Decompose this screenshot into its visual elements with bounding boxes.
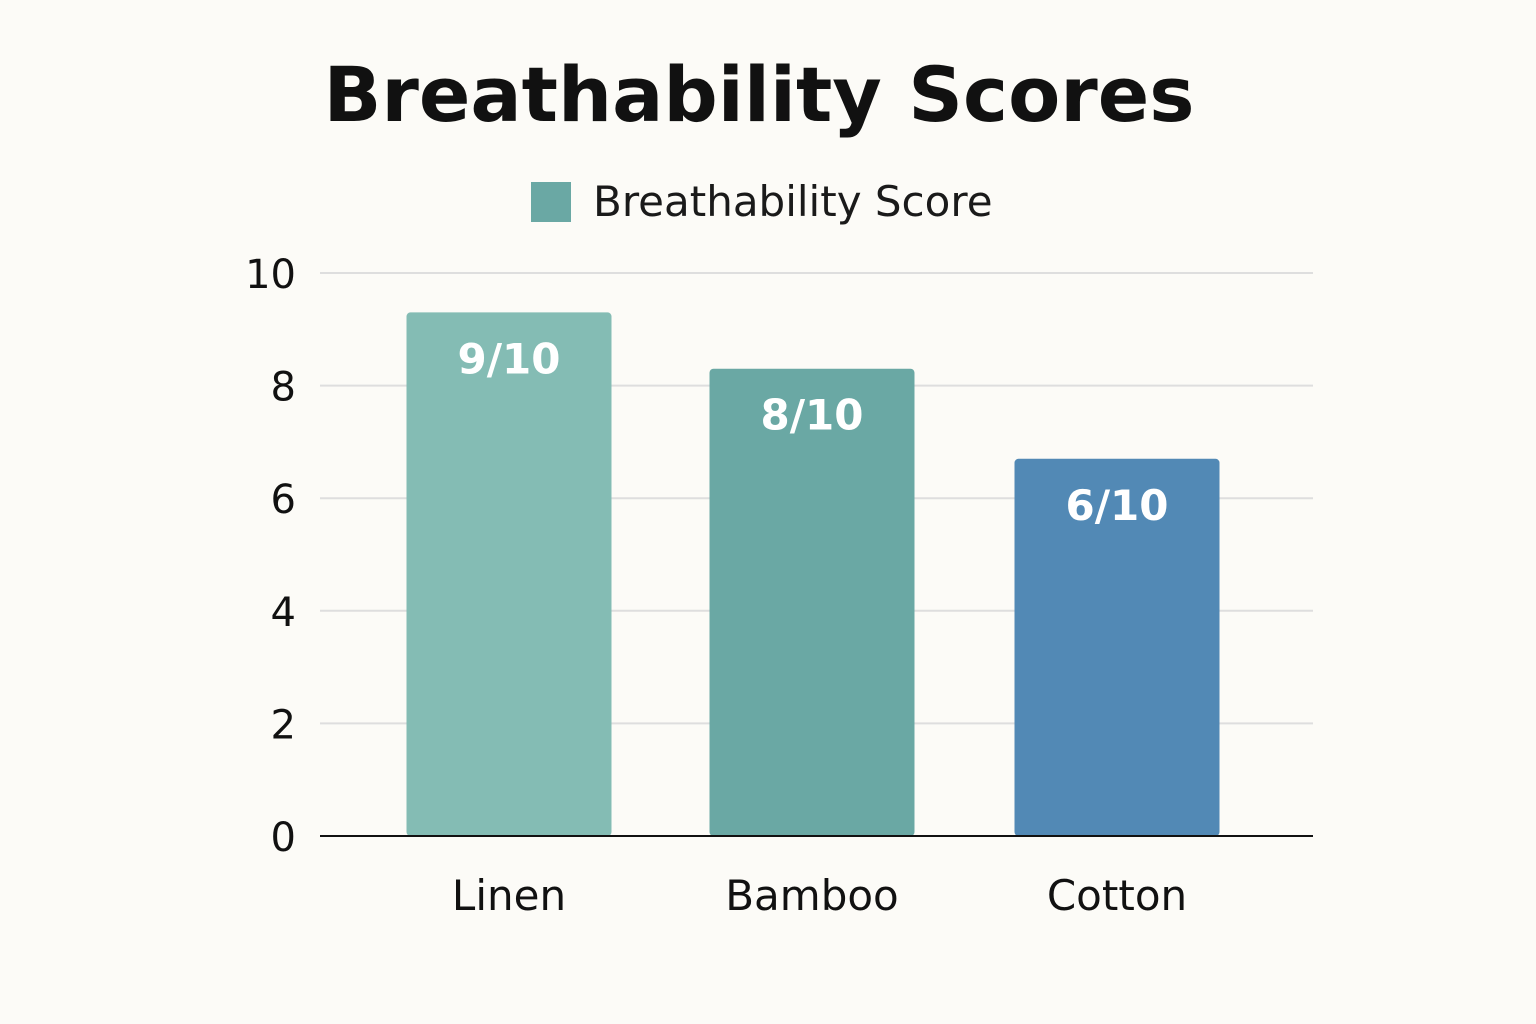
bar-linen: [406, 312, 612, 836]
bar-cotton: [1014, 458, 1220, 836]
x-tick-label: Cotton: [1047, 871, 1187, 920]
data-label: 9/10: [457, 334, 560, 383]
y-tick-label: 4: [271, 590, 296, 636]
legend: Breathability Score: [531, 178, 993, 226]
y-tick-label: 8: [271, 365, 296, 411]
chart-title: Breathability Scores: [323, 50, 1195, 139]
labels: 0 2 4 6 8 10 9/10 Linen 8/10 Bamboo 6/10 Cotton: [245, 252, 1187, 920]
y-tick-label: 6: [271, 477, 296, 523]
y-tick-label: 0: [271, 815, 296, 861]
y-tick-label: 10: [245, 252, 296, 298]
bar-bamboo: [709, 368, 915, 836]
y-tick-label: 2: [271, 702, 296, 748]
data-label: 6/10: [1065, 481, 1168, 530]
data-label: 8/10: [760, 391, 863, 440]
x-tick-label: Linen: [452, 871, 566, 920]
legend-swatch: [531, 182, 571, 222]
x-tick-label: Bamboo: [725, 871, 899, 920]
bars: [406, 312, 1220, 836]
legend-label: Breathability Score: [593, 177, 993, 226]
